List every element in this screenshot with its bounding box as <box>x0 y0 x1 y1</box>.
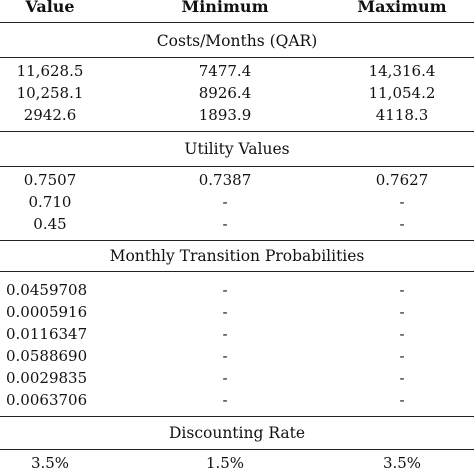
table-row: 0.7507 0.7387 0.7627 <box>0 169 474 191</box>
cell-value: 0.0005916 <box>6 303 88 321</box>
cell-value: 0.0116347 <box>6 325 88 343</box>
table-row: 0.0459708 - - <box>0 279 474 301</box>
rule-utility <box>0 166 474 167</box>
table-row: 0.0063706 - - <box>0 389 474 411</box>
cell-maximum: 11,054.2 <box>368 84 436 102</box>
section-title-discount: Discounting Rate <box>168 424 305 442</box>
cell-minimum: 0.7387 <box>198 171 252 189</box>
cell-maximum: - <box>399 347 405 365</box>
cell-value: 0.0588690 <box>6 347 88 365</box>
cell-value: 0.45 <box>33 215 67 233</box>
cell-maximum: - <box>399 303 405 321</box>
table-row: 0.0029835 - - <box>0 367 474 389</box>
cell-maximum: - <box>399 215 405 233</box>
cell-value: 2942.6 <box>23 106 77 124</box>
table-row: 3.5% 1.5% 3.5% <box>0 452 474 474</box>
table-row: 0.0116347 - - <box>0 323 474 345</box>
rule-costs <box>0 57 474 58</box>
cell-maximum: - <box>399 281 405 299</box>
cell-minimum: - <box>222 303 228 321</box>
cell-value: 0.0063706 <box>6 391 88 409</box>
cell-minimum: - <box>222 325 228 343</box>
table-row: 0.710 - - <box>0 191 474 213</box>
cell-minimum: 1893.9 <box>198 106 252 124</box>
table-row: 0.0588690 - - <box>0 345 474 367</box>
cell-maximum: 3.5% <box>382 454 422 472</box>
rule-top <box>0 22 474 23</box>
rule-utility-top <box>0 131 474 132</box>
cell-maximum: - <box>399 369 405 387</box>
table-row: 0.45 - - <box>0 213 474 235</box>
rule-discount-top <box>0 416 474 417</box>
cell-minimum: - <box>222 281 228 299</box>
cell-value: 0.7507 <box>23 171 77 189</box>
rule-transition-top <box>0 240 474 241</box>
cell-value: 0.0029835 <box>6 369 88 387</box>
section-title-utility: Utility Values <box>184 140 290 158</box>
table-row: 0.0005916 - - <box>0 301 474 323</box>
header-value: Value <box>25 0 75 16</box>
rule-discount <box>0 449 474 450</box>
cell-minimum: - <box>222 347 228 365</box>
header-maximum: Maximum <box>357 0 447 16</box>
section-title-transition: Monthly Transition Probabilities <box>109 247 365 265</box>
cell-maximum: - <box>399 193 405 211</box>
cell-value: 0.0459708 <box>6 281 88 299</box>
cell-maximum: - <box>399 325 405 343</box>
cell-value: 10,258.1 <box>16 84 84 102</box>
cell-maximum: 0.7627 <box>375 171 429 189</box>
cell-minimum: 1.5% <box>205 454 245 472</box>
cell-value: 11,628.5 <box>16 62 84 80</box>
table-row: 2942.6 1893.9 4118.3 <box>0 104 474 126</box>
cell-minimum: - <box>222 391 228 409</box>
cell-minimum: - <box>222 215 228 233</box>
cell-minimum: - <box>222 193 228 211</box>
cell-minimum: 7477.4 <box>198 62 252 80</box>
rule-transition <box>0 271 474 272</box>
cell-value: 3.5% <box>30 454 70 472</box>
table-row: 10,258.1 8926.4 11,054.2 <box>0 82 474 104</box>
table-row: 11,628.5 7477.4 14,316.4 <box>0 60 474 82</box>
header-minimum: Minimum <box>181 0 269 16</box>
cell-maximum: - <box>399 391 405 409</box>
cell-minimum: 8926.4 <box>198 84 252 102</box>
cell-value: 0.710 <box>28 193 72 211</box>
cell-maximum: 14,316.4 <box>368 62 436 80</box>
section-title-costs: Costs/Months (QAR) <box>156 32 318 50</box>
cell-minimum: - <box>222 369 228 387</box>
cell-maximum: 4118.3 <box>375 106 429 124</box>
